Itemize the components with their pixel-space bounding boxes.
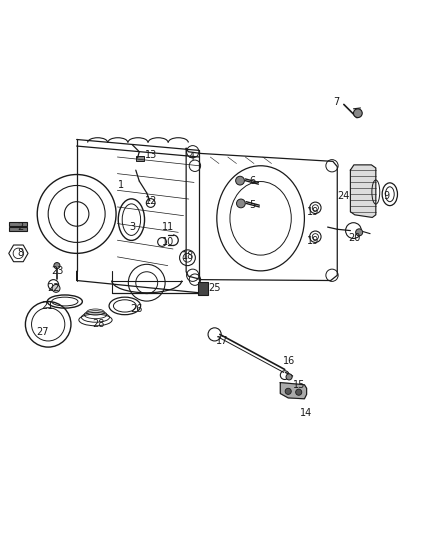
Circle shape — [237, 199, 245, 208]
Text: 22: 22 — [47, 284, 60, 293]
Text: 27: 27 — [36, 327, 49, 337]
Text: 6: 6 — [250, 176, 256, 186]
Bar — [9, 227, 27, 231]
Circle shape — [356, 229, 363, 236]
Text: 20: 20 — [348, 233, 360, 243]
Circle shape — [52, 285, 60, 292]
Text: 18: 18 — [182, 251, 194, 261]
Text: 8: 8 — [18, 248, 24, 259]
Text: 24: 24 — [337, 191, 350, 201]
Text: 13: 13 — [145, 150, 157, 160]
Text: 14: 14 — [300, 408, 312, 418]
Circle shape — [296, 389, 302, 395]
Text: 9: 9 — [383, 191, 389, 201]
Text: 4: 4 — [188, 152, 194, 162]
Circle shape — [236, 176, 244, 185]
Bar — [9, 222, 27, 226]
Text: 17: 17 — [215, 336, 228, 346]
Polygon shape — [350, 165, 376, 217]
Text: 1: 1 — [118, 181, 124, 190]
Text: 3: 3 — [129, 222, 135, 232]
Text: 21: 21 — [42, 301, 54, 311]
Text: 11: 11 — [162, 222, 174, 232]
Text: 12: 12 — [145, 196, 157, 206]
Circle shape — [286, 374, 292, 380]
Text: 15: 15 — [293, 379, 305, 390]
Text: 10: 10 — [162, 237, 174, 247]
Text: 28: 28 — [92, 319, 104, 329]
Text: 16: 16 — [283, 356, 296, 366]
Text: 19: 19 — [307, 236, 319, 246]
Text: 26: 26 — [131, 304, 143, 314]
Text: 25: 25 — [208, 282, 221, 293]
Polygon shape — [280, 383, 307, 399]
Bar — [198, 282, 208, 295]
Text: 2: 2 — [18, 222, 24, 232]
Text: 5: 5 — [250, 200, 256, 210]
Text: 19: 19 — [307, 207, 319, 217]
Circle shape — [353, 109, 362, 118]
Circle shape — [285, 388, 291, 394]
Circle shape — [54, 263, 60, 269]
Text: 7: 7 — [333, 97, 339, 107]
Text: 23: 23 — [52, 266, 64, 276]
Bar — [136, 156, 144, 161]
